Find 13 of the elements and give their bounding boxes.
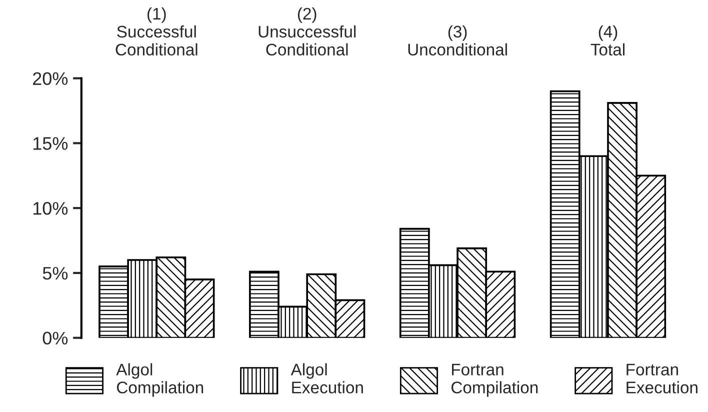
y-tick-label: 15% — [33, 137, 68, 150]
y-tick-label: 0% — [42, 332, 68, 345]
x-tick-label: (4) Total — [590, 25, 624, 56]
legend-label: Fortran Compilation — [452, 364, 538, 397]
x-tick-label: (1) Successful Conditional — [116, 7, 198, 56]
x-tick-label: (3) Unconditional — [408, 25, 507, 56]
legend-label: Algol Execution — [290, 363, 363, 394]
x-tick-label: (2) Unsuccessful Conditional — [258, 7, 356, 56]
y-tick-label: 20% — [32, 72, 68, 85]
y-tick-label: 5% — [42, 266, 68, 280]
legend-label: Algol Compilation — [116, 363, 204, 397]
legend-label: Fortran Execution — [626, 364, 698, 394]
y-tick-label: 10% — [33, 202, 68, 215]
